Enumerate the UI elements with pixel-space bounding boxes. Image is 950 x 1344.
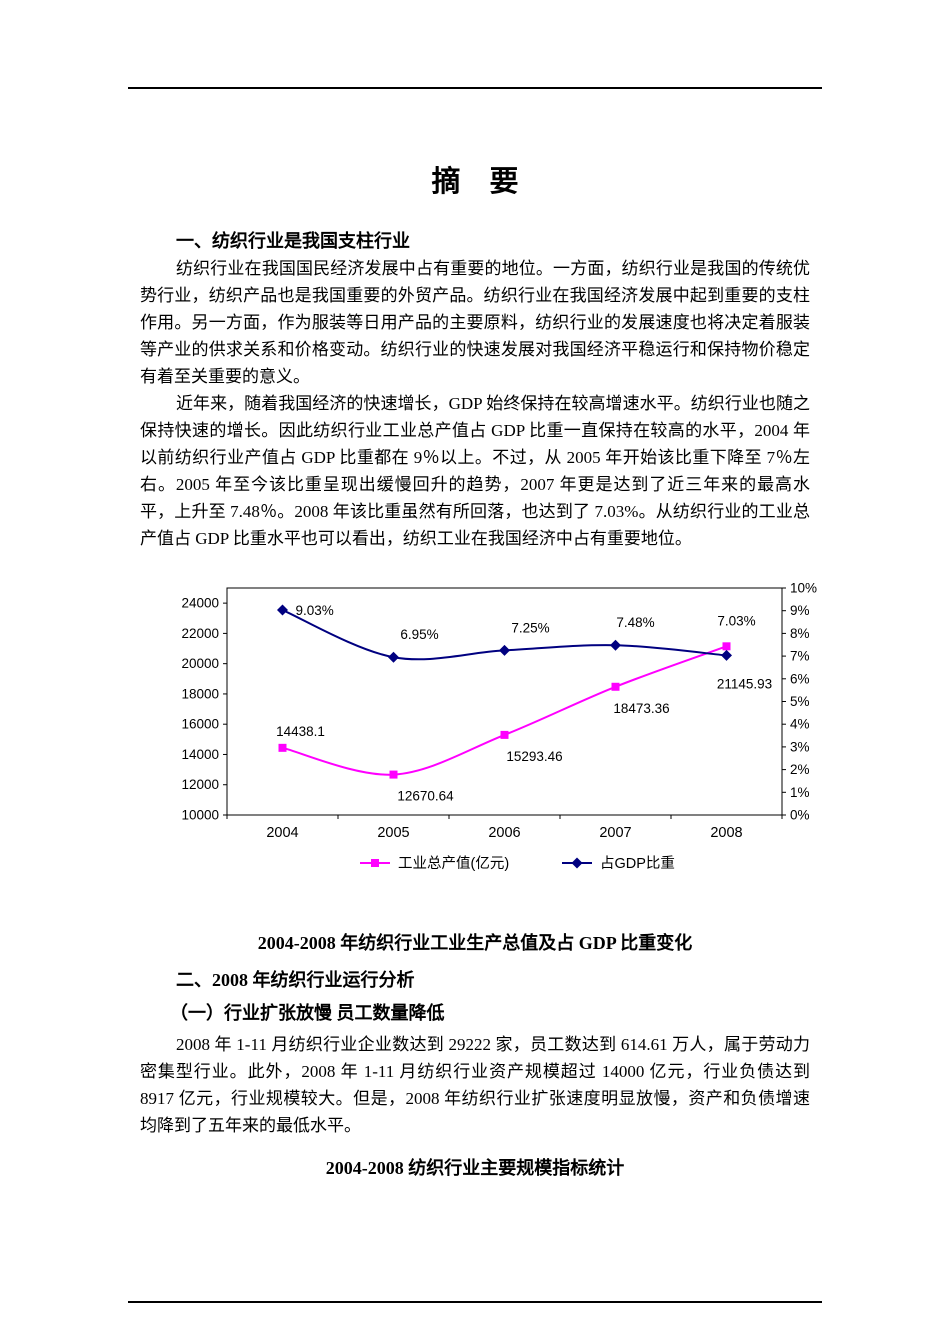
gdp-output-chart: 10000 12000 14000 16000 18000 20000 22000 24000… [165,580,825,900]
square-marker [722,642,731,651]
data-label: 7.03% [717,613,755,628]
section1-heading: 一、纺织行业是我国支柱行业 [176,231,410,251]
right-axis-label: 3% [790,739,810,754]
x-axis-label: 2005 [377,825,409,841]
diamond-marker [388,651,399,663]
paragraph-1: 纺织行业在我国国民经济发展中占有重要的地位。一方面，纺织行业是我国的传统优势行业… [140,259,810,386]
document-body: 一、纺织行业是我国支柱行业 纺织行业在我国国民经济发展中占有重要的地位。一方面，… [140,228,817,1182]
square-marker [278,743,287,752]
paragraph-3: 2008 年 1-11 月纺织行业企业数达到 29222 家，员工数达到 614… [140,1035,810,1135]
right-axis-label: 8% [790,626,810,641]
left-axis-label: 12000 [181,777,219,792]
data-label: 12670.64 [397,789,454,804]
data-label: 9.03% [296,603,334,618]
plot-area [226,587,783,816]
right-axis-label: 2% [790,762,810,777]
section2-subheading: （一）行业扩张放慢 员工数量降低 [170,1003,445,1023]
left-axis-label: 18000 [181,686,219,701]
left-axis-label: 16000 [181,717,219,732]
right-axis-label: 9% [790,603,810,618]
right-axis-label: 10% [790,581,817,596]
top-rule [128,87,822,89]
square-marker [389,770,398,779]
legend-square-marker [371,859,379,867]
paragraph-2: 近年来，随着我国经济的快速增长，GDP 始终保持在较高增速水平。纺织行业也随之保… [140,394,810,548]
x-axis-label: 2006 [488,825,520,841]
left-axis-label: 10000 [181,808,219,823]
table-title: 2004-2008 纺织行业主要规模指标统计 [325,1158,625,1178]
right-axis-label: 1% [790,785,810,800]
data-label: 7.25% [511,620,549,635]
x-axis-label: 2007 [599,825,631,841]
left-axis-label: 20000 [181,656,219,671]
x-axis-label: 2008 [710,825,742,841]
data-label: 18473.36 [613,701,669,716]
section2-heading: 二、2008 年纺织行业运行分析 [176,970,415,990]
right-axis-label: 7% [790,649,810,664]
data-label: 7.48% [616,615,654,630]
bottom-rule [128,1301,822,1303]
data-label: 14438.1 [276,724,325,739]
document-title: 摘 要 [431,166,519,198]
diamond-marker [277,604,288,616]
diamond-marker [721,649,732,661]
x-axis-label: 2004 [266,825,298,841]
diamond-marker [499,644,510,656]
data-label: 15293.46 [506,749,562,764]
legend-label: 工业总产值(亿元) [398,855,509,872]
right-axis-label: 0% [790,808,810,823]
legend-label: 占GDP比重 [600,855,675,872]
left-axis-label: 22000 [181,626,219,641]
data-label: 21145.93 [717,676,772,691]
left-axis-label: 24000 [181,596,219,611]
legend-diamond-marker [571,857,583,869]
right-axis-label: 5% [790,694,810,709]
chart-caption: 2004-2008 年纺织行业工业生产总值及占 GDP 比重变化 [257,933,693,953]
chart-canvas: 10000 12000 14000 16000 18000 20000 22000 24000… [181,581,817,873]
square-marker [611,682,620,691]
square-marker [500,730,509,739]
right-axis-label: 4% [790,717,810,732]
data-label: 6.95% [400,627,438,642]
diamond-marker [610,639,621,651]
right-axis-label: 6% [790,671,810,686]
left-axis-label: 14000 [181,747,219,762]
